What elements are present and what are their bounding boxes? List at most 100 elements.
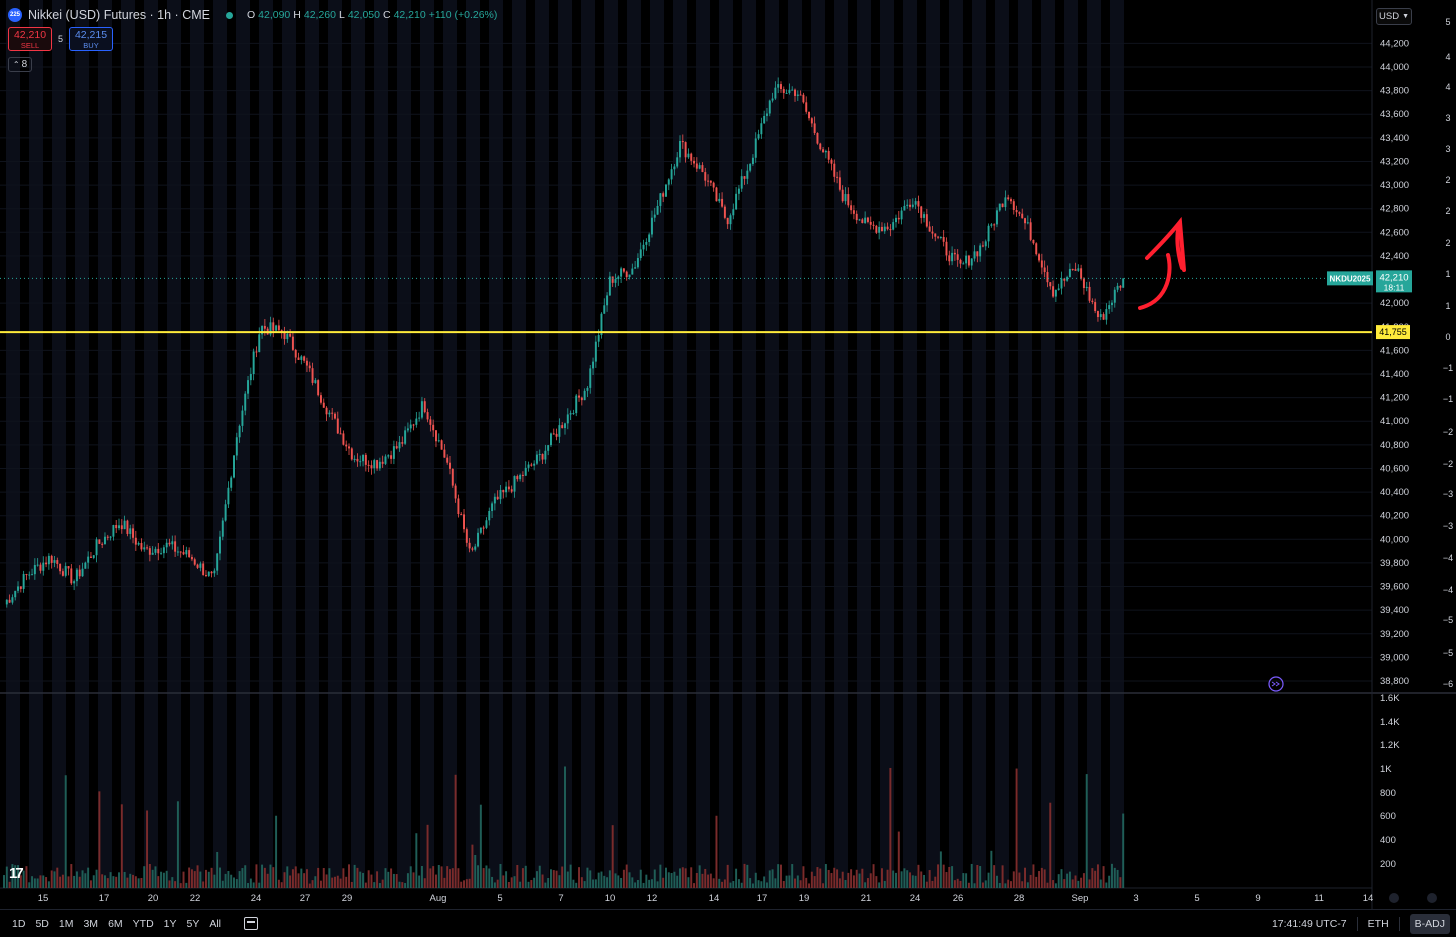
range-button-ytd[interactable]: YTD (132, 917, 154, 930)
candle-body (412, 424, 415, 426)
volume-bar (519, 881, 522, 888)
scroll-to-realtime-icon[interactable] (1268, 676, 1284, 692)
volume-tick-label: 800 (1380, 788, 1396, 799)
candle-body (103, 536, 106, 545)
volume-bar (235, 879, 238, 888)
volume-bar (995, 875, 998, 888)
session-band (98, 0, 112, 888)
range-button-1y[interactable]: 1Y (163, 917, 177, 930)
volume-bar (763, 876, 766, 888)
buy-button[interactable]: 42,215 BUY (69, 27, 114, 51)
candle-body (1110, 302, 1113, 306)
volume-bar (311, 880, 314, 888)
volume-bar (746, 864, 749, 888)
volume-bar (1035, 876, 1038, 888)
volume-bar (50, 870, 53, 888)
candle-body (928, 226, 931, 232)
tradingview-logo[interactable]: 17 (9, 865, 24, 882)
candle-body (179, 551, 182, 553)
volume-bar (230, 874, 233, 888)
range-button-5d[interactable]: 5D (35, 917, 49, 930)
volume-bar (1004, 883, 1007, 888)
candle-body (381, 461, 384, 464)
volume-bar (757, 880, 760, 888)
candle-body (794, 89, 796, 96)
range-button-3m[interactable]: 3M (83, 917, 99, 930)
range-button-all[interactable]: All (209, 917, 222, 930)
session-band (1041, 0, 1055, 888)
market-status-dot-icon[interactable] (225, 11, 233, 19)
volume-bar (824, 864, 827, 888)
log-scale-button[interactable] (1427, 893, 1437, 903)
candle-body (224, 504, 227, 521)
volume-bar (1071, 879, 1074, 888)
volume-bar (477, 865, 480, 888)
candle-body (488, 510, 491, 521)
session-band (742, 0, 756, 888)
candle-body (31, 574, 34, 576)
candle-body (241, 410, 244, 426)
candle-body (112, 525, 115, 537)
volume-bar (808, 883, 811, 888)
symbol-legend[interactable]: 225 Nikkei (USD) Futures · 1h · CME O 42,… (8, 8, 497, 22)
session-toggle[interactable]: ETH (1367, 918, 1389, 930)
candle-body (589, 368, 592, 388)
indicators-toggle-button[interactable]: ⌃ 8 (8, 57, 32, 72)
volume-bar (561, 866, 564, 888)
volume-bar (1082, 873, 1085, 888)
candle-body (249, 374, 252, 381)
range-button-5y[interactable]: 5Y (186, 917, 200, 930)
candle-body (990, 224, 993, 226)
candle-body (564, 423, 566, 429)
volume-bar (838, 878, 841, 888)
candle-body (95, 539, 98, 556)
price-tick-label: 40,800 (1380, 440, 1409, 451)
symbol-title[interactable]: Nikkei (USD) Futures · 1h · CME (28, 8, 210, 22)
volume-bar (129, 873, 132, 888)
session-band (167, 0, 181, 888)
session-band (6, 0, 20, 888)
candle-body (485, 520, 488, 528)
currency-select[interactable]: USD ▼ (1376, 8, 1412, 25)
secondary-tick-label: −2 (1443, 427, 1453, 437)
volume-bar (732, 881, 735, 888)
candle-body (810, 118, 813, 124)
volume-bar (75, 871, 78, 888)
candle-body (1071, 268, 1074, 270)
volume-bar (530, 880, 533, 888)
secondary-tick-label: 4 (1445, 52, 1450, 62)
range-button-1d[interactable]: 1D (12, 917, 26, 930)
volume-bar (984, 880, 987, 888)
candle-body (1052, 286, 1055, 297)
calendar-icon[interactable] (244, 917, 259, 930)
volume-bar (70, 864, 73, 888)
volume-bar (572, 879, 575, 888)
volume-bar (78, 876, 81, 888)
auto-scale-button[interactable] (1389, 893, 1399, 903)
volume-bar (36, 878, 39, 888)
sell-button[interactable]: 42,210 SELL (8, 27, 52, 51)
candle-body (939, 237, 942, 239)
hline-price-badge (1376, 325, 1410, 340)
adjustment-toggle[interactable]: B-ADJ (1409, 914, 1450, 934)
time-tick-label: 21 (861, 893, 872, 904)
volume-bar (432, 866, 435, 888)
volume-bar (420, 865, 423, 888)
candle-body (561, 425, 564, 429)
candle-body (322, 402, 325, 408)
price-tick-label: 39,400 (1380, 605, 1409, 616)
candle-body (1066, 277, 1069, 281)
range-button-6m[interactable]: 6M (108, 917, 123, 930)
volume-bar (765, 882, 768, 888)
volume-bar (1032, 864, 1035, 888)
candle-body (404, 430, 407, 444)
candle-body (109, 536, 112, 538)
volume-bar (140, 877, 143, 888)
clock-readout[interactable]: 17:41:49 UTC-7 (1271, 918, 1347, 930)
price-tick-label: 38,800 (1380, 676, 1409, 687)
range-button-1m[interactable]: 1M (58, 917, 74, 930)
candle-body (216, 553, 219, 571)
time-tick-label: 29 (342, 893, 353, 904)
